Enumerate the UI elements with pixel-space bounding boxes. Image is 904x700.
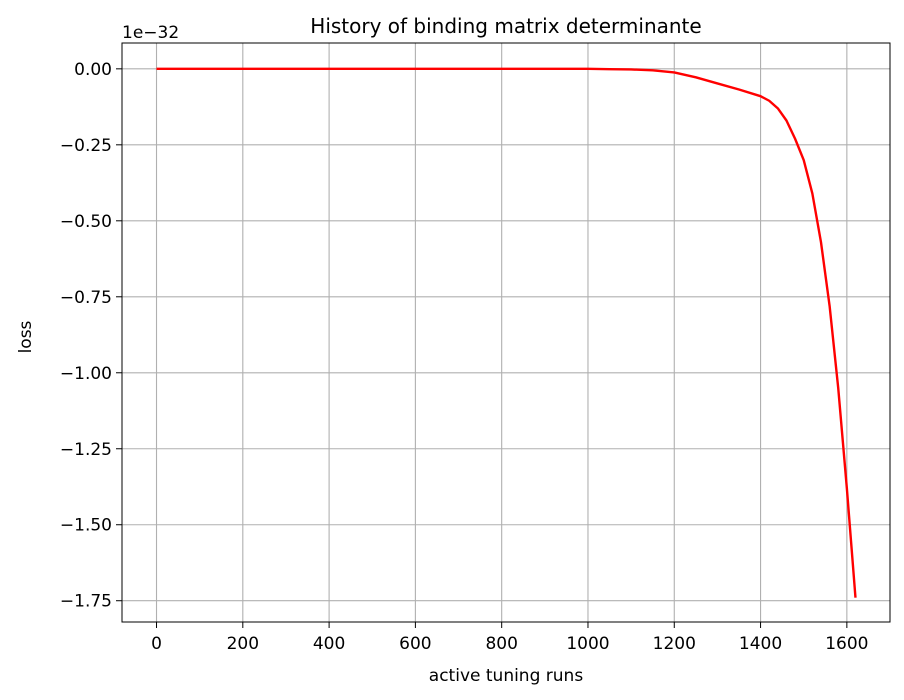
- chart-title: History of binding matrix determinante: [310, 14, 701, 38]
- series-group: [156, 67, 857, 598]
- y-tick-label: 0.00: [74, 60, 112, 80]
- series-line: [156, 67, 857, 598]
- y-axis-offset-text: 1e−32: [122, 23, 179, 43]
- y-tick-label: −0.25: [60, 136, 112, 156]
- x-tick-label: 600: [399, 634, 431, 654]
- y-tick-label: −1.50: [60, 516, 112, 536]
- x-tick-label: 1400: [739, 634, 782, 654]
- x-tick-label: 400: [313, 634, 345, 654]
- y-tick-label: −0.75: [60, 288, 112, 308]
- x-tick-label: 200: [227, 634, 259, 654]
- x-tick-label: 1200: [653, 634, 696, 654]
- grid-lines: [122, 43, 890, 622]
- y-tick-label: −1.75: [60, 592, 112, 612]
- x-tick-label: 0: [151, 634, 162, 654]
- x-axis-label: active tuning runs: [429, 666, 584, 686]
- x-tick-label: 1600: [825, 634, 868, 654]
- axis-ticks: 0 200 400 600 800 1000 1200 1400 1600 0.00 −0.25 −0…: [60, 60, 869, 654]
- x-tick-label: 1000: [566, 634, 609, 654]
- x-tick-label: 800: [485, 634, 517, 654]
- y-tick-label: −1.25: [60, 440, 112, 460]
- y-axis-label: loss: [16, 320, 36, 353]
- y-tick-label: −1.00: [60, 364, 112, 384]
- y-tick-label: −0.50: [60, 212, 112, 232]
- plot-area-frame: [121, 42, 891, 623]
